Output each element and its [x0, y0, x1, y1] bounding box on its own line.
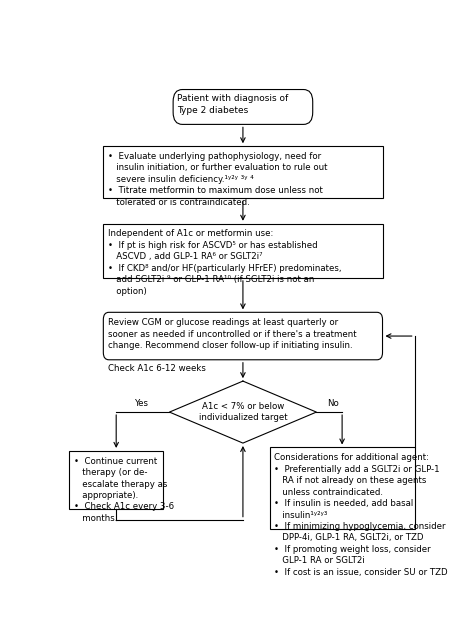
Text: Review CGM or glucose readings at least quarterly or
sooner as needed if uncontr: Review CGM or glucose readings at least … [108, 318, 356, 373]
Text: Yes: Yes [135, 399, 149, 408]
FancyBboxPatch shape [173, 89, 313, 125]
FancyBboxPatch shape [270, 447, 415, 529]
FancyBboxPatch shape [103, 224, 383, 278]
Polygon shape [169, 381, 316, 443]
FancyBboxPatch shape [103, 313, 383, 360]
FancyBboxPatch shape [103, 146, 383, 199]
Text: Considerations for additional agent:
•  Preferentially add a SGLT2i or GLP-1
   : Considerations for additional agent: • P… [274, 454, 447, 577]
Text: •  Evaluate underlying pathophysiology, need for
   insulin initiation, or furth: • Evaluate underlying pathophysiology, n… [108, 152, 327, 207]
FancyBboxPatch shape [69, 451, 163, 509]
Text: A1c < 7% or below
individualized target: A1c < 7% or below individualized target [199, 402, 287, 423]
Text: Patient with diagnosis of
Type 2 diabetes: Patient with diagnosis of Type 2 diabete… [177, 94, 288, 115]
Text: •  Continue current
   therapy (or de-
   escalate therapy as
   appropriate).
•: • Continue current therapy (or de- escal… [74, 457, 174, 523]
Text: No: No [327, 399, 338, 408]
Text: Independent of A1c or metformin use:
•  If pt is high risk for ASCVD⁵ or has est: Independent of A1c or metformin use: • I… [108, 230, 341, 296]
